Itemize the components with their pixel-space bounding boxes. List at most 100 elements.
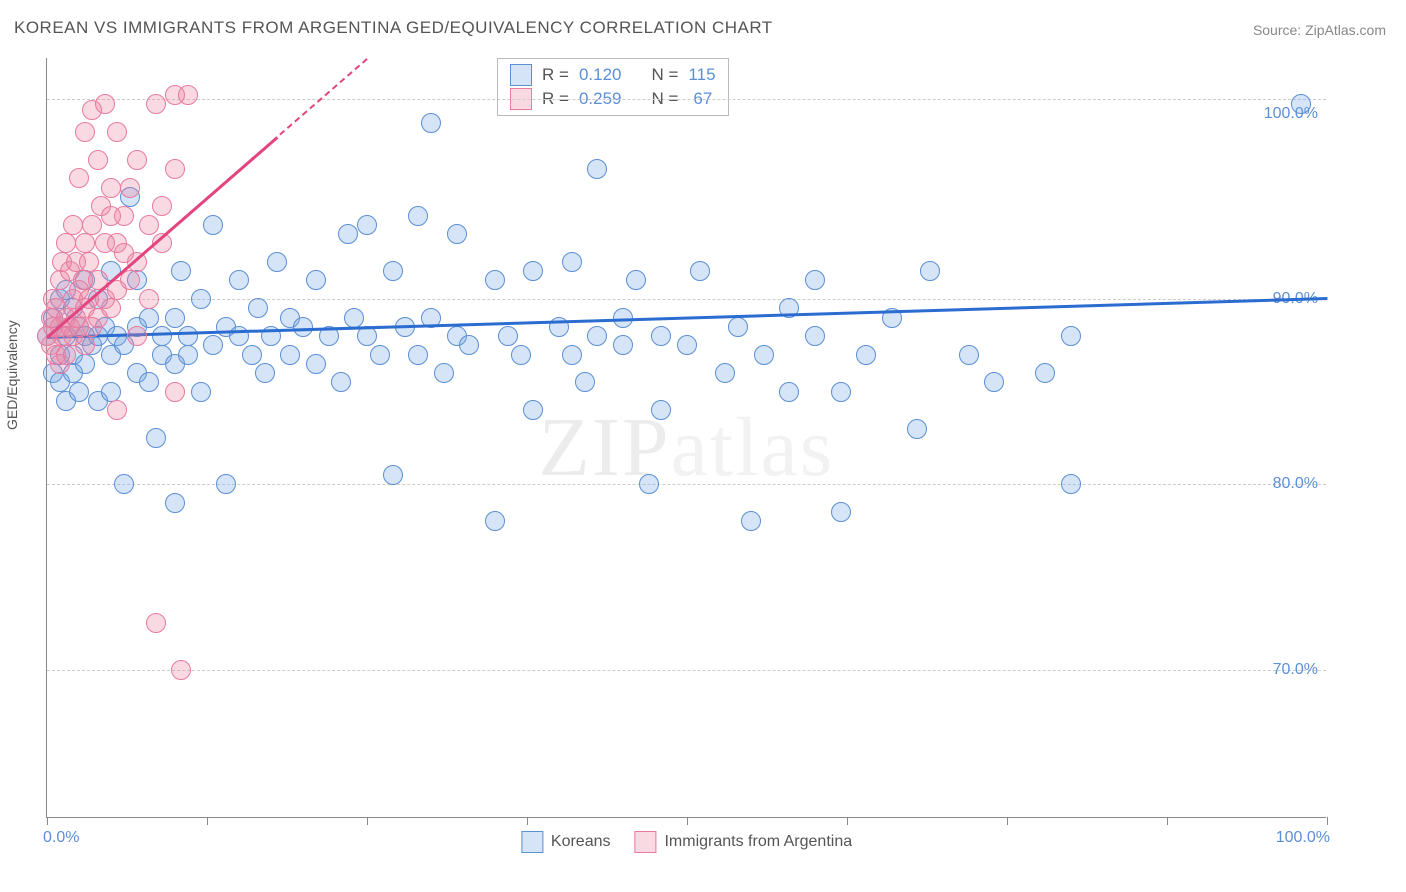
data-point-koreans xyxy=(139,372,159,392)
data-point-koreans xyxy=(248,298,268,318)
x-tick xyxy=(527,817,528,825)
series-legend: Koreans Immigrants from Argentina xyxy=(521,831,852,853)
data-point-koreans xyxy=(383,261,403,281)
data-point-argentina xyxy=(56,345,76,365)
y-tick-label: 70.0% xyxy=(1273,661,1318,679)
r-label: R = xyxy=(542,65,569,85)
data-point-argentina xyxy=(101,298,121,318)
data-point-koreans xyxy=(754,345,774,365)
x-axis-min-label: 0.0% xyxy=(43,829,79,847)
data-point-koreans xyxy=(178,345,198,365)
data-point-koreans xyxy=(587,326,607,346)
data-point-koreans xyxy=(408,206,428,226)
data-point-koreans xyxy=(293,317,313,337)
data-point-argentina xyxy=(127,150,147,170)
chart-title: KOREAN VS IMMIGRANTS FROM ARGENTINA GED/… xyxy=(14,18,773,38)
y-axis-label: GED/Equivalency xyxy=(4,320,20,430)
data-point-argentina xyxy=(152,196,172,216)
data-point-koreans xyxy=(831,382,851,402)
data-point-koreans xyxy=(715,363,735,383)
watermark: ZIPatlas xyxy=(539,399,835,496)
gridline xyxy=(47,670,1326,671)
gridline xyxy=(47,484,1326,485)
data-point-argentina xyxy=(95,94,115,114)
data-point-koreans xyxy=(69,382,89,402)
data-point-koreans xyxy=(146,428,166,448)
r-value-koreans: 0.120 xyxy=(579,65,622,85)
x-tick xyxy=(1327,817,1328,825)
data-point-koreans xyxy=(75,354,95,374)
data-point-koreans xyxy=(216,474,236,494)
data-point-koreans xyxy=(907,419,927,439)
data-point-koreans xyxy=(114,474,134,494)
correlation-legend: R = 0.120 N = 115 R = 0.259 N = 67 xyxy=(497,58,729,116)
data-point-koreans xyxy=(613,335,633,355)
legend-item-koreans: Koreans xyxy=(521,831,611,853)
data-point-koreans xyxy=(434,363,454,383)
data-point-koreans xyxy=(805,270,825,290)
data-point-koreans xyxy=(383,465,403,485)
data-point-koreans xyxy=(178,326,198,346)
data-point-argentina xyxy=(120,178,140,198)
data-point-argentina xyxy=(79,252,99,272)
data-point-koreans xyxy=(485,270,505,290)
data-point-koreans xyxy=(306,354,326,374)
source-attribution: Source: ZipAtlas.com xyxy=(1253,22,1386,38)
data-point-koreans xyxy=(242,345,262,365)
data-point-koreans xyxy=(306,270,326,290)
x-tick xyxy=(847,817,848,825)
data-point-koreans xyxy=(626,270,646,290)
data-point-koreans xyxy=(805,326,825,346)
data-point-koreans xyxy=(523,400,543,420)
data-point-argentina xyxy=(178,85,198,105)
data-point-koreans xyxy=(651,400,671,420)
scatter-plot-area: ZIPatlas R = 0.120 N = 115 R = 0.259 N =… xyxy=(46,58,1326,818)
data-point-koreans xyxy=(191,289,211,309)
trendline-koreans xyxy=(47,297,1327,338)
data-point-argentina xyxy=(63,215,83,235)
data-point-koreans xyxy=(357,326,377,346)
data-point-koreans xyxy=(421,113,441,133)
data-point-koreans xyxy=(677,335,697,355)
data-point-koreans xyxy=(920,261,940,281)
data-point-argentina xyxy=(88,150,108,170)
data-point-argentina xyxy=(69,168,89,188)
data-point-koreans xyxy=(741,511,761,531)
data-point-koreans xyxy=(139,308,159,328)
x-tick xyxy=(687,817,688,825)
data-point-koreans xyxy=(562,252,582,272)
x-tick xyxy=(367,817,368,825)
data-point-koreans xyxy=(959,345,979,365)
data-point-argentina xyxy=(101,178,121,198)
gridline xyxy=(47,99,1326,100)
data-point-argentina xyxy=(139,215,159,235)
data-point-koreans xyxy=(651,326,671,346)
legend-item-argentina: Immigrants from Argentina xyxy=(634,831,852,853)
data-point-argentina xyxy=(165,159,185,179)
data-point-koreans xyxy=(1061,326,1081,346)
data-point-koreans xyxy=(344,308,364,328)
legend-label-koreans: Koreans xyxy=(551,833,611,851)
data-point-koreans xyxy=(485,511,505,531)
data-point-argentina xyxy=(107,122,127,142)
swatch-argentina xyxy=(634,831,656,853)
data-point-koreans xyxy=(984,372,1004,392)
data-point-argentina xyxy=(107,400,127,420)
data-point-koreans xyxy=(831,502,851,522)
legend-row-koreans: R = 0.120 N = 115 xyxy=(510,63,716,87)
data-point-koreans xyxy=(728,317,748,337)
x-axis-max-label: 100.0% xyxy=(1276,829,1330,847)
x-tick xyxy=(1007,817,1008,825)
legend-label-argentina: Immigrants from Argentina xyxy=(664,833,852,851)
data-point-koreans xyxy=(511,345,531,365)
data-point-koreans xyxy=(447,224,467,244)
data-point-koreans xyxy=(587,159,607,179)
swatch-koreans xyxy=(521,831,543,853)
data-point-argentina xyxy=(171,660,191,680)
data-point-koreans xyxy=(1291,94,1311,114)
data-point-koreans xyxy=(165,493,185,513)
data-point-koreans xyxy=(523,261,543,281)
x-tick xyxy=(207,817,208,825)
data-point-koreans xyxy=(267,252,287,272)
data-point-koreans xyxy=(856,345,876,365)
